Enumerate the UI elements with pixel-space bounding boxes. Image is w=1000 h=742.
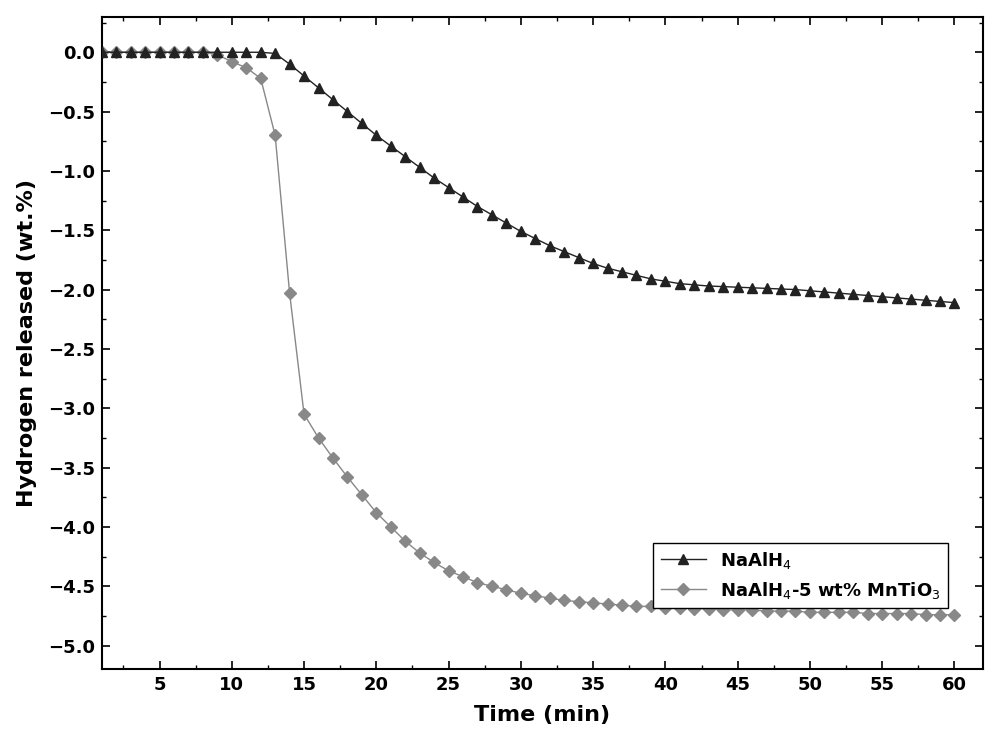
NaAlH$_4$: [240, 47, 252, 56]
Y-axis label: Hydrogen released (wt.%): Hydrogen released (wt.%): [17, 179, 37, 507]
NaAlH$_4$-5 wt% MnTiO$_3$: [313, 433, 325, 442]
Line: NaAlH$_4$-5 wt% MnTiO$_3$: NaAlH$_4$-5 wt% MnTiO$_3$: [98, 48, 959, 619]
NaAlH$_4$-5 wt% MnTiO$_3$: [630, 602, 642, 611]
NaAlH$_4$-5 wt% MnTiO$_3$: [341, 473, 353, 482]
NaAlH$_4$-5 wt% MnTiO$_3$: [920, 610, 932, 619]
NaAlH$_4$: [96, 47, 108, 56]
NaAlH$_4$: [385, 142, 397, 151]
NaAlH$_4$: [948, 298, 960, 307]
NaAlH$_4$-5 wt% MnTiO$_3$: [96, 47, 108, 56]
Line: NaAlH$_4$: NaAlH$_4$: [97, 47, 959, 307]
Legend: NaAlH$_4$, NaAlH$_4$-5 wt% MnTiO$_3$: NaAlH$_4$, NaAlH$_4$-5 wt% MnTiO$_3$: [653, 542, 948, 608]
NaAlH$_4$: [630, 271, 642, 280]
NaAlH$_4$: [370, 131, 382, 139]
NaAlH$_4$-5 wt% MnTiO$_3$: [370, 508, 382, 517]
NaAlH$_4$-5 wt% MnTiO$_3$: [948, 610, 960, 619]
NaAlH$_4$: [341, 107, 353, 116]
NaAlH$_4$-5 wt% MnTiO$_3$: [385, 522, 397, 531]
NaAlH$_4$: [313, 83, 325, 92]
X-axis label: Time (min): Time (min): [474, 706, 611, 726]
NaAlH$_4$-5 wt% MnTiO$_3$: [240, 63, 252, 72]
